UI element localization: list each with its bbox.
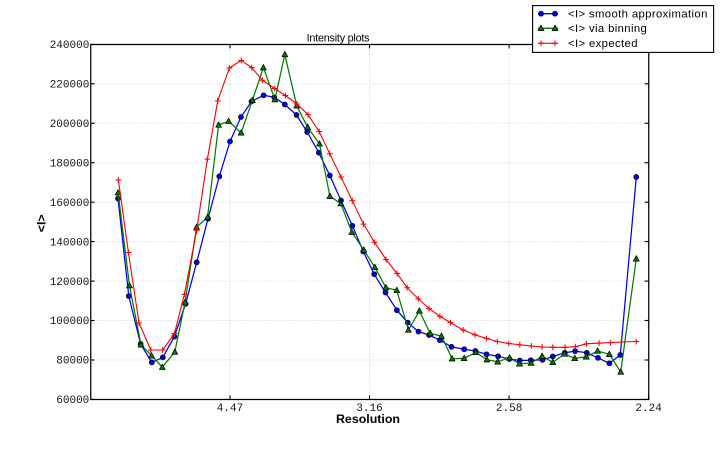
svg-text:4.47: 4.47	[217, 403, 243, 415]
svg-text:240000: 240000	[50, 40, 90, 52]
svg-text:220000: 220000	[50, 80, 90, 92]
svg-text:140000: 140000	[50, 237, 90, 249]
svg-text:2.24: 2.24	[635, 403, 662, 415]
svg-text:160000: 160000	[50, 198, 90, 210]
svg-text:120000: 120000	[50, 277, 90, 289]
svg-text:100000: 100000	[50, 316, 90, 328]
svg-text:180000: 180000	[50, 158, 90, 170]
svg-text:<I>: <I>	[35, 214, 49, 232]
svg-text:2.58: 2.58	[496, 403, 522, 415]
svg-text:3.16: 3.16	[356, 403, 382, 415]
svg-text:Intensity plots: Intensity plots	[307, 33, 371, 45]
svg-text:Resolution: Resolution	[336, 412, 400, 426]
svg-text:60000: 60000	[56, 395, 89, 407]
svg-text:200000: 200000	[50, 119, 90, 131]
svg-text:80000: 80000	[56, 356, 89, 368]
svg-text:<I> via binning: <I> via binning	[568, 23, 647, 35]
svg-text:<I> expected: <I> expected	[568, 38, 638, 50]
svg-text:<I> smooth approximation: <I> smooth approximation	[568, 9, 708, 21]
